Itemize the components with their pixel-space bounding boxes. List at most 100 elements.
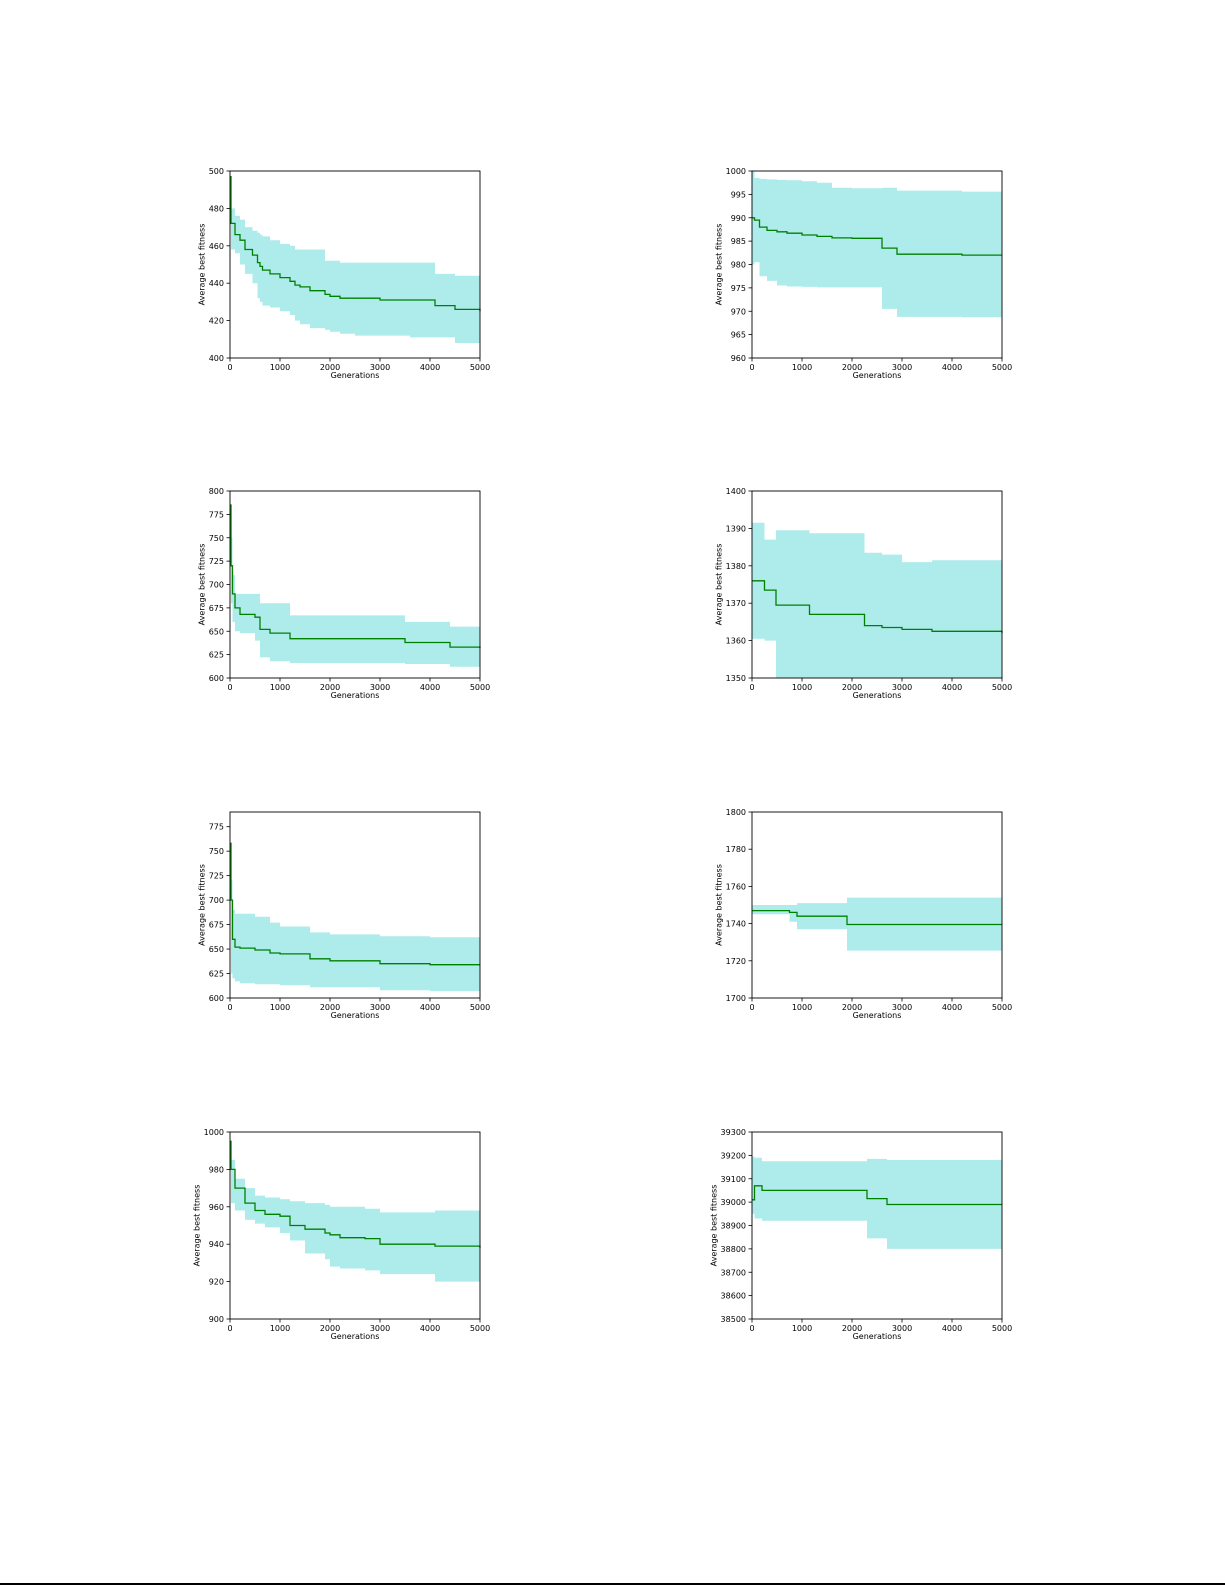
- x-tick-label: 1000: [270, 1003, 290, 1012]
- x-tick-label: 5000: [470, 683, 490, 692]
- mean-line: [752, 580, 1003, 634]
- y-tick-label: 600: [209, 674, 224, 683]
- x-tick-label: 0: [227, 363, 232, 372]
- x-tick-label: 4000: [942, 683, 962, 692]
- plot-frame: [751, 490, 1003, 679]
- x-axis-label: Generations: [853, 1332, 902, 1341]
- y-tick-label: 1370: [726, 599, 746, 608]
- y-tick-label: 480: [209, 204, 224, 213]
- y-tick-label: 38500: [721, 1315, 746, 1324]
- y-tick-label: 985: [731, 237, 746, 246]
- x-tick-label: 3000: [892, 363, 912, 372]
- x-tick-label: 5000: [992, 1003, 1012, 1012]
- mean-line: [752, 1185, 1002, 1206]
- page-bottom-rule: [0, 1583, 1225, 1585]
- chart-8: 0 1000 2000 3000 4000 5000 38500 38600 38700 3880…: [710, 1128, 1013, 1341]
- y-tick-label: 650: [209, 945, 224, 954]
- y-tick-label: 960: [731, 354, 746, 363]
- y-tick-label: 675: [209, 921, 224, 930]
- x-tick-label: 3000: [370, 1324, 390, 1333]
- y-tick-label: 39000: [721, 1198, 746, 1207]
- x-tick-label: 5000: [470, 1324, 490, 1333]
- x-axis-label: Generations: [853, 1011, 902, 1020]
- y-tick-label: 1380: [726, 562, 746, 571]
- y-tick-label: 625: [209, 970, 224, 979]
- x-axis-label: Generations: [331, 1332, 380, 1341]
- y-tick-label: 1400: [726, 487, 746, 496]
- y-tick-label: 38800: [721, 1245, 746, 1254]
- y-tick-label: 995: [731, 190, 746, 199]
- x-tick-label: 3000: [370, 1003, 390, 1012]
- x-axis-label: Generations: [331, 371, 380, 380]
- std-band: [230, 176, 480, 343]
- mean-line: [230, 175, 481, 312]
- y-tick-label: 725: [209, 557, 224, 566]
- y-tick-label: 980: [209, 1165, 224, 1174]
- y-tick-label: 700: [209, 581, 224, 590]
- std-band: [230, 505, 480, 669]
- y-tick-label: 1390: [726, 524, 746, 533]
- y-tick-label: 980: [731, 261, 746, 270]
- y-tick-label: 38600: [721, 1292, 746, 1301]
- x-tick-label: 3000: [892, 1324, 912, 1333]
- y-tick-label: 420: [209, 317, 224, 326]
- x-tick-label: 2000: [320, 1003, 340, 1012]
- x-tick-label: 1000: [792, 363, 812, 372]
- y-axis-label: Average best fitness: [193, 1185, 202, 1267]
- mean-line: [230, 842, 480, 966]
- plot-frame: [751, 811, 1003, 999]
- x-tick-label: 1000: [270, 1324, 290, 1333]
- x-axis-label: Generations: [853, 691, 902, 700]
- x-tick-label: 4000: [942, 1003, 962, 1012]
- x-tick-label: 1000: [792, 683, 812, 692]
- y-tick-label: 1360: [726, 637, 746, 646]
- mean-line: [230, 504, 481, 649]
- y-tick-label: 725: [209, 872, 224, 881]
- x-tick-label: 4000: [942, 1324, 962, 1333]
- plot-frame: [229, 170, 481, 359]
- x-tick-label: 4000: [420, 363, 440, 372]
- y-tick-label: 800: [209, 487, 224, 496]
- y-tick-label: 39100: [721, 1175, 746, 1184]
- x-tick-label: 0: [749, 1003, 754, 1012]
- x-tick-label: 3000: [892, 1003, 912, 1012]
- x-tick-label: 2000: [320, 363, 340, 372]
- plot-frame: [229, 1131, 481, 1320]
- std-band: [230, 1141, 480, 1282]
- x-tick-label: 5000: [470, 1003, 490, 1012]
- y-tick-label: 39200: [721, 1151, 746, 1160]
- x-tick-label: 0: [749, 363, 754, 372]
- x-tick-label: 2000: [320, 683, 340, 692]
- x-tick-label: 5000: [470, 363, 490, 372]
- y-tick-label: 1760: [726, 882, 746, 891]
- x-tick-label: 1000: [792, 1324, 812, 1333]
- y-tick-label: 1780: [726, 845, 746, 854]
- std-band: [752, 522, 1002, 678]
- y-axis-label: Average best fitness: [715, 544, 724, 626]
- y-tick-label: 775: [209, 823, 224, 832]
- x-tick-label: 1000: [270, 683, 290, 692]
- y-tick-label: 1000: [726, 167, 746, 176]
- chart-7: 0 1000 2000 3000 4000 5000 900 920 940 960 980 1000…: [193, 1128, 491, 1341]
- y-tick-label: 965: [731, 331, 746, 340]
- x-axis-label: Generations: [331, 1011, 380, 1020]
- x-tick-label: 0: [227, 683, 232, 692]
- x-tick-label: 1000: [270, 363, 290, 372]
- x-tick-label: 3000: [370, 683, 390, 692]
- y-tick-label: 900: [209, 1315, 224, 1324]
- mean-line: [752, 217, 1002, 256]
- y-tick-label: 750: [209, 847, 224, 856]
- y-axis-label: Average best fitness: [715, 864, 724, 946]
- x-tick-label: 2000: [842, 1324, 862, 1333]
- y-tick-label: 1000: [204, 1128, 224, 1137]
- y-axis-label: Average best fitness: [710, 1185, 719, 1267]
- x-tick-label: 2000: [842, 683, 862, 692]
- y-tick-label: 970: [731, 307, 746, 316]
- std-band: [230, 843, 480, 992]
- plot-frame: [229, 811, 481, 999]
- x-tick-label: 2000: [320, 1324, 340, 1333]
- x-tick-label: 5000: [992, 363, 1012, 372]
- y-tick-label: 960: [209, 1203, 224, 1212]
- y-tick-label: 650: [209, 627, 224, 636]
